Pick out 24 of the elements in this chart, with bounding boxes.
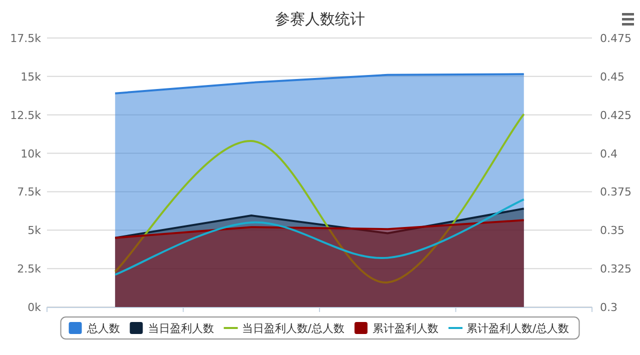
legend-label: 当日盈利人数/总人数 <box>242 322 344 335</box>
line-series <box>114 113 525 284</box>
y2-tick-label: 0.45 <box>600 70 624 84</box>
y2-tick-label: 0.475 <box>600 32 632 45</box>
y2-tick-label: 0.375 <box>600 186 632 199</box>
y-tick-label: 10k <box>20 147 42 160</box>
y2-tick-label: 0.325 <box>600 262 632 276</box>
y-tick-label: 2.5k <box>17 262 42 276</box>
y2-tick-label: 0.425 <box>600 108 632 122</box>
line-series <box>114 198 525 276</box>
y2-tick-label: 0.3 <box>600 301 618 314</box>
legend-label: 当日盈利人数 <box>148 322 214 335</box>
chart-title: 参赛人数统计 <box>275 10 365 28</box>
legend-label: 总人数 <box>86 322 120 335</box>
y-tick-label: 15k <box>20 70 42 84</box>
y-tick-label: 0k <box>28 301 42 314</box>
y2-tick-label: 0.4 <box>600 147 618 160</box>
y2-tick-label: 0.35 <box>600 224 624 238</box>
legend-label: 累计盈利人数/总人数 <box>466 322 570 335</box>
y-tick-label: 12.5k <box>10 108 42 122</box>
legend-label: 累计盈利人数 <box>372 322 438 335</box>
y-tick-label: 17.5k <box>10 32 42 45</box>
y-tick-label: 5k <box>28 224 42 238</box>
y-tick-label: 7.5k <box>17 186 42 199</box>
